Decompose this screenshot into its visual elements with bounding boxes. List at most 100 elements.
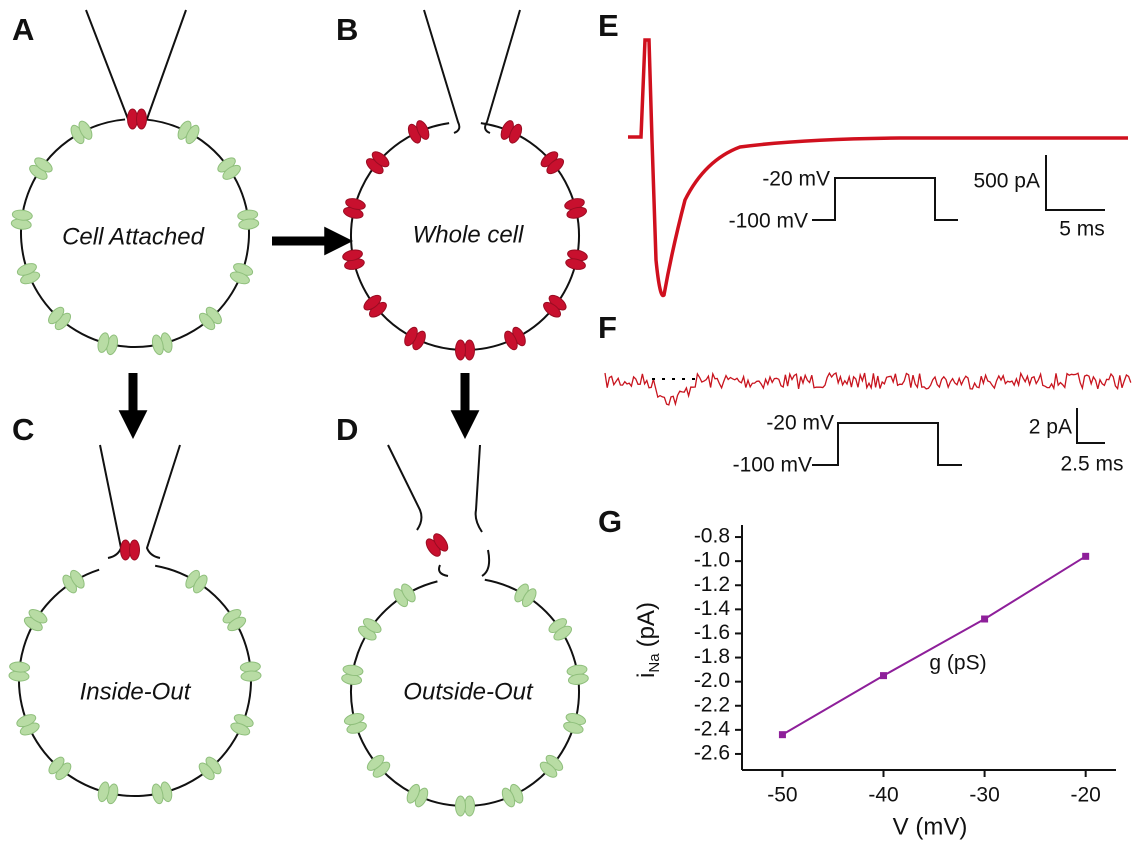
ion-channel <box>60 568 87 595</box>
ion-channel <box>342 248 366 271</box>
ion-channel <box>499 119 524 145</box>
panel-label: G <box>598 504 622 539</box>
scale-bar <box>1046 155 1105 210</box>
y-label-sub: Na <box>646 653 663 673</box>
ion-channel <box>343 712 367 736</box>
figure: A B C D E F G Cell Attached Whole cell I… <box>0 0 1137 843</box>
y-tick-label: -2.2 <box>694 693 730 716</box>
pipette <box>424 10 520 133</box>
ion-channel <box>237 209 259 230</box>
ion-channel <box>229 712 255 737</box>
cell-label: Whole cell <box>413 221 524 248</box>
ion-channel <box>547 616 574 643</box>
cell-label: Cell Attached <box>62 223 205 250</box>
ion-channel <box>15 712 41 737</box>
ion-channel <box>456 340 475 360</box>
channel-subunit <box>456 796 466 816</box>
scale-label: 500 pA <box>973 170 1040 193</box>
ion-channel <box>27 155 54 182</box>
channel-subunit <box>456 340 466 360</box>
y-tick-label: -1.0 <box>694 549 730 572</box>
single-channel-trace <box>605 373 1131 405</box>
ion-channel <box>562 712 586 736</box>
channel-subunit <box>9 661 30 672</box>
y-tick-label: -2.0 <box>694 669 730 692</box>
ion-channel <box>402 325 428 351</box>
ion-channel <box>456 796 475 816</box>
ion-channel <box>221 607 248 634</box>
y-tick-label: -2.6 <box>694 741 730 764</box>
ion-channel <box>240 661 261 681</box>
x-tick-label: -40 <box>868 784 898 807</box>
pipette <box>86 10 186 119</box>
ion-channel <box>183 568 210 595</box>
channel-subunit <box>241 670 262 681</box>
ion-channel <box>502 325 528 351</box>
ion-channel <box>342 197 366 220</box>
ion-channel <box>215 155 242 182</box>
y-tick-label: -1.8 <box>694 645 730 668</box>
ion-channel <box>16 261 41 286</box>
ion-channel <box>175 119 201 146</box>
ion-channel <box>341 664 364 686</box>
panel-label: E <box>598 8 619 43</box>
pipette <box>100 445 180 558</box>
voltage-step <box>812 178 958 220</box>
ion-channel <box>356 616 383 643</box>
marker <box>981 615 988 622</box>
cell-label: Outside-Out <box>403 678 534 705</box>
y-tick-label: -0.8 <box>694 525 730 548</box>
panel-label: B <box>336 12 358 47</box>
ion-channel <box>564 197 588 220</box>
panel-label: D <box>336 412 358 447</box>
marker <box>779 731 786 738</box>
ion-channel <box>151 332 174 356</box>
ion-channel <box>500 783 526 809</box>
scale-label: 5 ms <box>1059 218 1105 241</box>
ion-channel <box>406 119 431 145</box>
x-tick-label: -30 <box>969 784 999 807</box>
ion-channel <box>121 540 140 560</box>
ion-channel <box>229 261 254 286</box>
x-tick-label: -20 <box>1070 784 1100 807</box>
ion-channel <box>68 119 94 146</box>
x-tick-label: -50 <box>767 784 797 807</box>
line <box>782 556 1085 734</box>
scale-label: 2.5 ms <box>1060 453 1123 476</box>
ion-channel <box>96 332 119 356</box>
panel-label: F <box>598 310 617 345</box>
ion-channel <box>96 781 119 805</box>
channel-subunit <box>137 109 147 129</box>
iv-chart: g (pS) V (mV) iNa(pA) -0.8-1.0-1.2-1.4-1… <box>633 525 1116 841</box>
ion-channel <box>22 607 49 634</box>
step-label: -20 mV <box>766 412 834 435</box>
ion-channel <box>566 664 589 686</box>
y-tick-label: -1.6 <box>694 621 730 644</box>
y-axis-label: iNa(pA) <box>633 602 663 678</box>
ion-channel <box>512 582 539 609</box>
ion-channel <box>405 783 431 809</box>
y-label-unit: (pA) <box>633 602 660 647</box>
scale-bar <box>1077 408 1105 443</box>
y-tick-label: -2.4 <box>694 717 731 740</box>
step-label: -20 mV <box>762 168 830 191</box>
panel-label: A <box>12 12 34 47</box>
annotation: g (pS) <box>929 652 986 675</box>
ion-channel <box>565 248 589 271</box>
step-label: -100 mV <box>729 210 808 233</box>
cell-label: Inside-Out <box>80 678 192 705</box>
scale-label: 2 pA <box>1029 416 1072 439</box>
ion-channel <box>423 531 450 558</box>
ion-channel <box>128 109 147 129</box>
marker <box>1082 553 1089 560</box>
ion-channel <box>11 209 33 230</box>
step-label: -100 mV <box>733 454 812 477</box>
panel-label: C <box>12 412 34 447</box>
y-tick-label: -1.4 <box>694 597 731 620</box>
channel-subunit <box>130 540 140 560</box>
voltage-step <box>812 423 962 465</box>
x-axis-label: V (mV) <box>893 813 968 840</box>
ion-channel <box>391 582 418 609</box>
current-trace <box>628 40 1128 296</box>
ion-channel <box>150 781 173 805</box>
